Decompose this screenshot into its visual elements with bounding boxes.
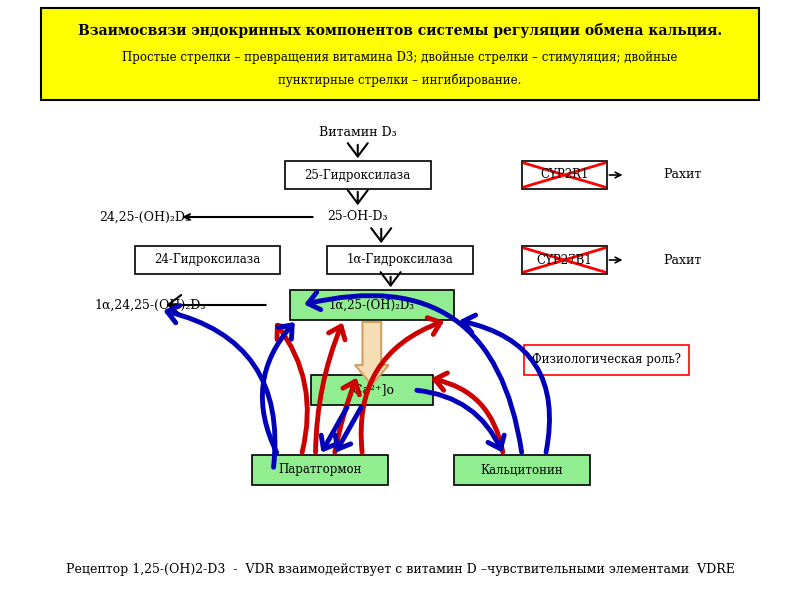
Text: Рахит: Рахит [663,253,701,266]
Text: Рецептор 1,25-(OH)2-D3  -  VDR взаимодействует с витамин D –чувствительными элем: Рецептор 1,25-(OH)2-D3 - VDR взаимодейст… [66,563,734,577]
Text: Витамин D₃: Витамин D₃ [319,127,397,139]
Text: Взаимосвязи эндокринных компонентов системы регуляции обмена кальция.: Взаимосвязи эндокринных компонентов сист… [78,22,722,37]
Text: CYP2R1: CYP2R1 [540,169,589,181]
Text: Рахит: Рахит [663,169,701,181]
Bar [42,8,758,100]
Bar [134,246,280,274]
Text: CYP27B1: CYP27B1 [537,253,592,266]
Bar [311,375,433,405]
Bar [252,455,388,485]
Text: 1α,24,25-(OH)₂D₃: 1α,24,25-(OH)₂D₃ [95,298,206,311]
Bar [522,246,606,274]
Bar [454,455,590,485]
Text: 25-OH-D₃: 25-OH-D₃ [327,211,388,223]
Text: пунктирные стрелки – ингибирование.: пунктирные стрелки – ингибирование. [278,73,522,87]
Text: [Ca²⁺]o: [Ca²⁺]o [349,383,395,397]
Text: 25-Гидроксилаза: 25-Гидроксилаза [305,169,411,181]
Text: 1α,25-(OH)₂D₃: 1α,25-(OH)₂D₃ [329,298,415,311]
Bar [522,161,606,189]
Text: 1α-Гидроксилаза: 1α-Гидроксилаза [346,253,454,266]
Text: Физиологическая роль?: Физиологическая роль? [532,353,681,367]
Bar [327,246,473,274]
Text: Паратгормон: Паратгормон [278,463,362,476]
Text: Кальцитонин: Кальцитонин [481,463,563,476]
Bar [525,345,689,375]
Bar [285,161,430,189]
Bar [290,290,454,320]
Polygon shape [355,322,389,385]
Text: 24,25-(OH)₂D₃: 24,25-(OH)₂D₃ [99,211,190,223]
Text: Простые стрелки – превращения витамина D3; двойные стрелки – стимуляция; двойные: Простые стрелки – превращения витамина D… [122,52,678,64]
Text: 24-Гидроксилаза: 24-Гидроксилаза [154,253,261,266]
